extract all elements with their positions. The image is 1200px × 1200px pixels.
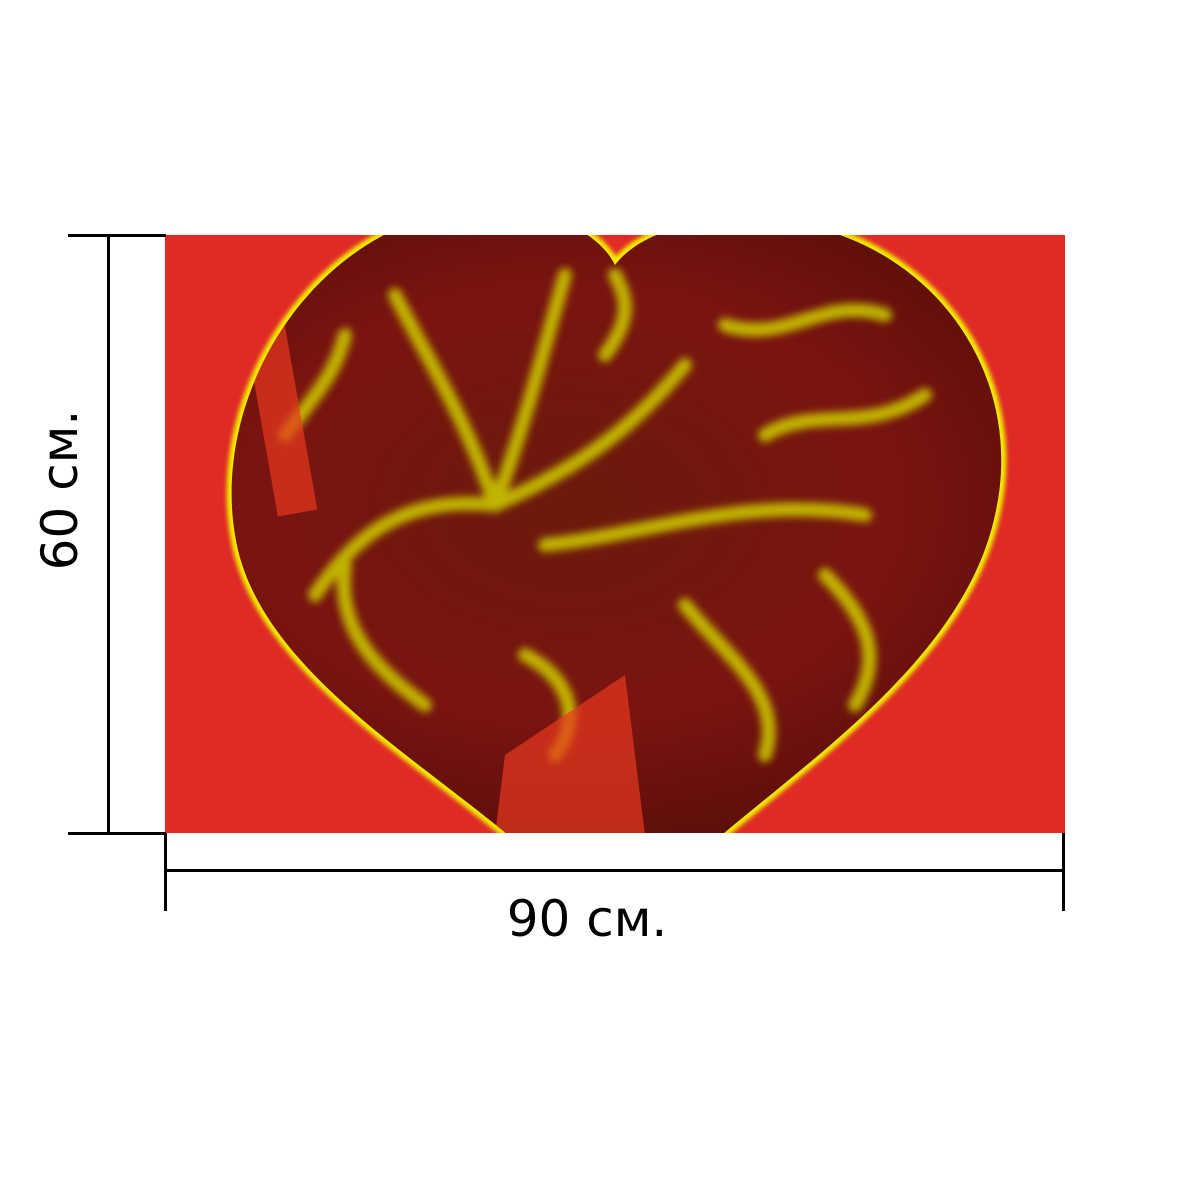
width-dimension-left-tick bbox=[164, 833, 167, 911]
width-label: 90 см. bbox=[506, 890, 668, 948]
heart-body bbox=[231, 235, 1002, 835]
heart-artwork-print bbox=[165, 203, 1065, 850]
width-dimension-line bbox=[165, 869, 1064, 872]
width-dimension-right-tick bbox=[1062, 833, 1065, 911]
height-dimension-top-tick bbox=[68, 234, 166, 237]
height-label: 60 см. bbox=[31, 409, 89, 571]
height-dimension-line bbox=[107, 235, 110, 833]
heart-image bbox=[165, 203, 1065, 850]
height-dimension-bottom-tick bbox=[68, 832, 166, 835]
